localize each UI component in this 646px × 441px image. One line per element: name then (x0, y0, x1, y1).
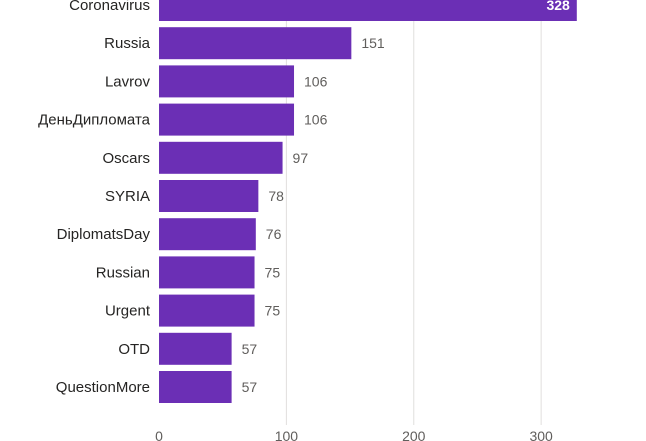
labels: 0 100 200 300 Coronavirus 328 Russia 151 Lavrov 1… (38, 0, 570, 441)
value-label: 76 (266, 226, 282, 242)
bar[interactable] (159, 332, 232, 365)
bar[interactable] (159, 103, 295, 136)
category-label: SYRIA (105, 188, 150, 205)
bar[interactable] (159, 371, 232, 403)
bars (159, 0, 577, 403)
value-label: 328 (546, 0, 570, 13)
value-label: 97 (293, 150, 309, 166)
bar[interactable] (159, 256, 255, 289)
bar[interactable] (159, 65, 295, 98)
bar[interactable] (159, 218, 256, 251)
x-tick-label: 100 (275, 428, 299, 441)
category-label: OTD (118, 341, 150, 358)
bar[interactable] (159, 27, 352, 60)
value-label: 57 (242, 341, 258, 357)
value-label: 75 (265, 264, 281, 280)
bar[interactable] (159, 294, 255, 327)
value-label: 151 (361, 35, 385, 51)
value-label: 75 (265, 303, 281, 319)
category-label: ДеньДипломата (38, 112, 151, 129)
value-label: 106 (304, 112, 328, 128)
category-label: Urgent (105, 303, 151, 320)
x-tick-label: 200 (402, 428, 426, 441)
category-label: Coronavirus (69, 0, 150, 14)
category-label: QuestionMore (56, 379, 150, 396)
gridlines (285, 0, 542, 425)
value-label: 57 (242, 379, 258, 395)
category-label: DiplomatsDay (57, 226, 151, 243)
x-tick-label: 0 (155, 428, 163, 441)
value-label: 78 (268, 188, 284, 204)
category-label: Russian (96, 264, 150, 281)
category-label: Lavrov (105, 73, 151, 90)
x-tick-label: 300 (529, 428, 553, 441)
value-label: 106 (304, 73, 328, 89)
category-label: Oscars (102, 150, 150, 167)
category-label: Russia (104, 35, 151, 52)
bar[interactable] (159, 0, 577, 21)
bar[interactable] (159, 180, 259, 212)
bar[interactable] (159, 141, 283, 174)
